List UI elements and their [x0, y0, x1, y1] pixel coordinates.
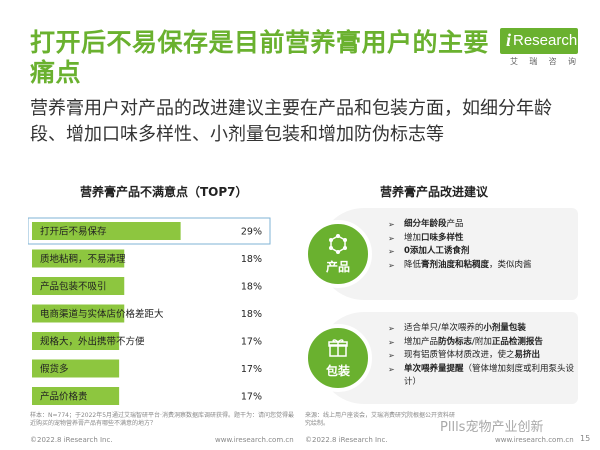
bar — [32, 249, 125, 268]
dissatisfaction-bar-chart: 打开后不易保存 29% 质地粘稠，不易清理 18% 产品包装不吸引 18% 电商渠道与实体店… — [28, 217, 271, 405]
copyright-left: ©2022.8 iResearch Inc. — [30, 436, 113, 444]
sample-footnote: 样本：N=774；于2022年5月通过艾瑞智研平台·消费洞察数据库调研获得。题干… — [30, 412, 294, 427]
suggestion-keyword: 0添加人工诱食剂 — [404, 246, 470, 256]
watermark-text: Pllls宠物产业创新 — [440, 420, 544, 435]
value-label: 29% — [241, 227, 262, 238]
category-label: 规格大，外出携带不方便 — [40, 336, 145, 348]
category-label: 假货多 — [40, 363, 69, 375]
product-card: 产品 细分年龄段产品增加口味多样性0添加人工诱食剂降低膏剂油度和粘稠度，类似肉酱 — [298, 208, 578, 300]
packaging-card-badge: 包装 — [304, 324, 372, 392]
suggestion-keyword: 膏剂油度和粘稠度 — [421, 259, 490, 270]
suggestion-item: 适合单只/单次喂养的小剂量包装 — [386, 322, 576, 336]
website-right[interactable]: www.iresearch.com.cn — [495, 436, 574, 444]
page-title: 打开后不易保存是目前营养膏用户的主要痛点 — [30, 28, 490, 87]
product-card-label: 产品 — [325, 260, 350, 274]
logo-letter: i — [506, 30, 512, 50]
suggestion-item: 单次喂养量提醒（管体增加刻度或利用泵头设计） — [386, 363, 576, 390]
category-label: 电商渠道与实体店价格差距大 — [40, 308, 164, 320]
logo-sub-char: 咨 — [548, 57, 557, 66]
suggestion-item: 0添加人工诱食剂 — [386, 245, 576, 259]
suggestion-item: 细分年龄段产品 — [386, 218, 576, 232]
value-label: 17% — [241, 392, 262, 403]
packaging-suggestion-list: 适合单只/单次喂养的小剂量包装增加产品防伪标志/附加正品检测报告现有铝质管体材质… — [386, 322, 576, 390]
suggestion-text: 降低 — [404, 259, 422, 270]
suggestion-text: 产品 — [446, 219, 464, 229]
suggestion-text: （管体增加刻度或利用泵头设计） — [404, 363, 575, 388]
logo-word: Research — [513, 32, 578, 49]
iresearch-logo: i Research 艾 瑞 咨 询 — [500, 28, 580, 72]
bar — [32, 277, 125, 295]
value-label: 17% — [241, 364, 262, 375]
suggestion-text: 适合单只/单次喂养的 — [404, 323, 484, 333]
suggestion-item: 现有铝质管体材质改进，使之易挤出 — [386, 349, 576, 363]
left-section-title: 营养膏产品不满意点（TOP7） — [80, 185, 248, 199]
gift-box-icon — [308, 338, 368, 362]
bar — [32, 387, 120, 405]
packaging-card: 包装 适合单只/单次喂养的小剂量包装增加产品防伪标志/附加正品检测报告现有铝质管… — [298, 312, 578, 404]
value-label: 17% — [241, 337, 262, 348]
category-label: 质地粘稠，不易清理 — [40, 253, 126, 265]
logo-sub-char: 艾 — [510, 57, 518, 66]
suggestion-keyword: 小剂量包装 — [483, 323, 526, 333]
suggestion-keyword: 单次喂养量提醒 — [404, 363, 464, 374]
suggestion-keyword: 口味多样性 — [421, 232, 464, 243]
logo-box: i Research — [500, 28, 578, 54]
category-label: 产品包装不吸引 — [40, 281, 107, 293]
suggestion-item: 增加产品防伪标志/附加正品检测报告 — [386, 336, 576, 350]
suggestion-text: 现有铝质管体材质改进，使之 — [404, 350, 515, 360]
suggestion-text: 增加 — [404, 232, 422, 243]
bar — [32, 359, 120, 378]
product-card-badge: 产品 — [304, 220, 372, 288]
value-label: 18% — [241, 254, 262, 265]
suggestion-keyword: 防伪标志 — [438, 336, 473, 347]
suggestion-item: 降低膏剂油度和粘稠度，类似肉酱 — [386, 259, 576, 273]
bar — [32, 332, 120, 350]
website-left[interactable]: www.iresearch.com.cn — [215, 436, 294, 444]
page-subtitle: 营养膏用户对产品的改进建议主要在产品和包装方面，如细分年龄段、增加口味多样性、小… — [30, 98, 552, 145]
suggestion-keyword: 细分年龄段 — [404, 219, 447, 229]
category-label: 产品价格贵 — [40, 391, 88, 403]
suggestion-keyword: 正品检测报告 — [491, 336, 543, 347]
bar — [32, 304, 125, 323]
logo-sub-char: 询 — [567, 57, 576, 66]
highlight-frame — [28, 217, 271, 245]
value-label: 18% — [241, 309, 262, 320]
bar — [32, 222, 181, 240]
copyright-right: ©2022.8 iResearch Inc. — [305, 436, 388, 444]
hexagon-nodes-icon — [308, 234, 368, 258]
suggestion-text: /附加 — [472, 336, 492, 347]
logo-sub-char: 瑞 — [529, 57, 538, 66]
suggestion-text: 增加产品 — [404, 336, 439, 347]
page-number: 15 — [580, 434, 591, 443]
value-label: 18% — [241, 282, 262, 293]
logo-subtitle: 艾 瑞 咨 询 — [510, 56, 576, 67]
suggestion-item: 增加口味多样性 — [386, 232, 576, 246]
suggestion-text: ，类似肉酱 — [489, 259, 532, 270]
packaging-card-label: 包装 — [325, 364, 350, 378]
source-footnote: 来源：线上用户座谈会，艾瑞消费研究院根据公开资料研究绘制。 — [305, 412, 456, 427]
category-label: 打开后不易保存 — [40, 226, 107, 238]
suggestion-keyword: 易挤出 — [514, 350, 541, 360]
product-suggestion-list: 细分年龄段产品增加口味多样性0添加人工诱食剂降低膏剂油度和粘稠度，类似肉酱 — [386, 218, 576, 272]
right-section-title: 营养膏产品改进建议 — [380, 185, 489, 199]
